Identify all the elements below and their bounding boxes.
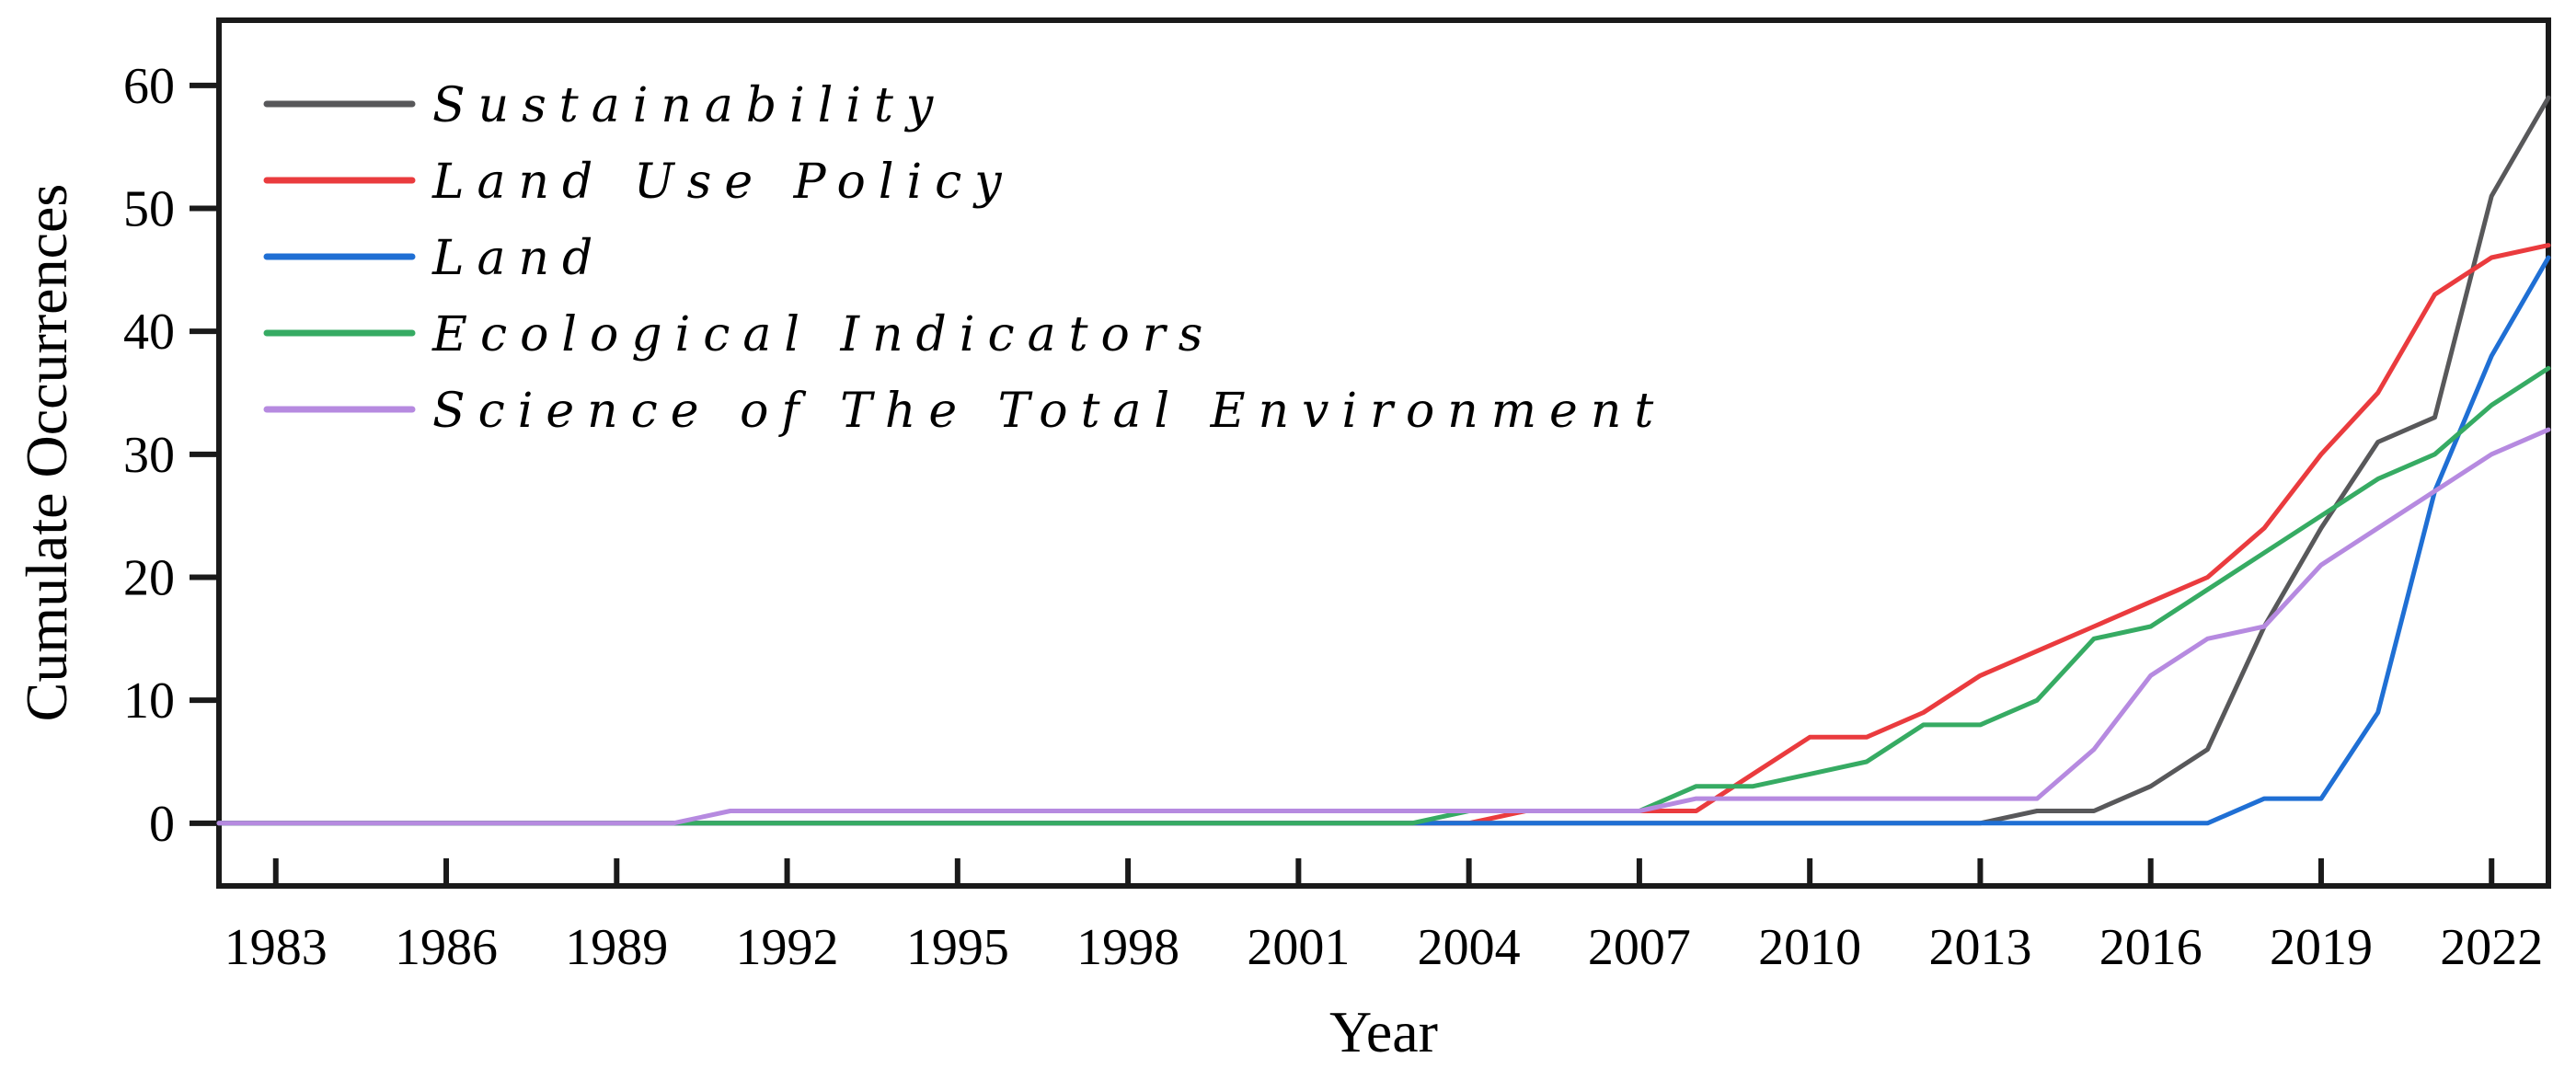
x-axis-title: Year [1329, 999, 1438, 1064]
legend-label-land-use-policy: Land Use Policy [431, 155, 1015, 210]
x-axis-ticks: 1983 1986 1989 1992 1995 1998 2001 2004 2007 2010… [224, 858, 2543, 976]
y-tick-label: 30 [123, 427, 175, 484]
x-tick-label: 2010 [1758, 919, 1861, 976]
y-tick-label: 40 [123, 304, 175, 361]
x-tick-label: 2016 [2099, 919, 2202, 976]
legend-label-science-of-the-total-environment: Science of The Total Environment [432, 384, 1666, 439]
y-tick-label: 10 [123, 672, 175, 730]
y-tick-label: 60 [123, 58, 175, 115]
x-tick-label: 2001 [1247, 919, 1350, 976]
legend-item-science-of-the-total-environment: Science of The Total Environment [263, 384, 1666, 439]
y-tick-label: 20 [123, 550, 175, 607]
x-tick-label: 1989 [565, 919, 668, 976]
x-tick-label: 2022 [2440, 919, 2543, 976]
x-tick-label: 1983 [224, 919, 328, 976]
x-tick-label: 2004 [1418, 919, 1521, 976]
x-tick-label: 1998 [1076, 919, 1179, 976]
x-tick-label: 2019 [2270, 919, 2373, 976]
y-tick-label: 0 [149, 796, 175, 853]
legend-label-ecological-indicators: Ecological Indicators [431, 307, 1215, 362]
y-axis-title: Cumulate Occurrences [14, 184, 79, 722]
x-tick-label: 1992 [736, 919, 839, 976]
x-tick-label: 2007 [1588, 919, 1691, 976]
legend-item-ecological-indicators: Ecological Indicators [263, 307, 1215, 362]
series-lines [216, 95, 2551, 826]
legend-item-sustainability: Sustainability [263, 78, 946, 133]
legend-label-land: Land [431, 231, 605, 286]
y-axis-ticks: 0 10 20 30 40 50 60 [123, 58, 219, 853]
legend-label-sustainability: Sustainability [432, 78, 946, 133]
legend: Sustainability Land Use Policy Land Ecologi… [263, 78, 1666, 439]
x-tick-label: 1986 [395, 919, 498, 976]
y-tick-label: 50 [123, 181, 175, 238]
legend-item-land: Land [263, 231, 605, 286]
x-tick-label: 1995 [906, 919, 1009, 976]
x-tick-label: 2013 [1928, 919, 2031, 976]
series-line-science-of-the-total-environment [216, 427, 2551, 826]
legend-item-land-use-policy: Land Use Policy [263, 155, 1015, 210]
